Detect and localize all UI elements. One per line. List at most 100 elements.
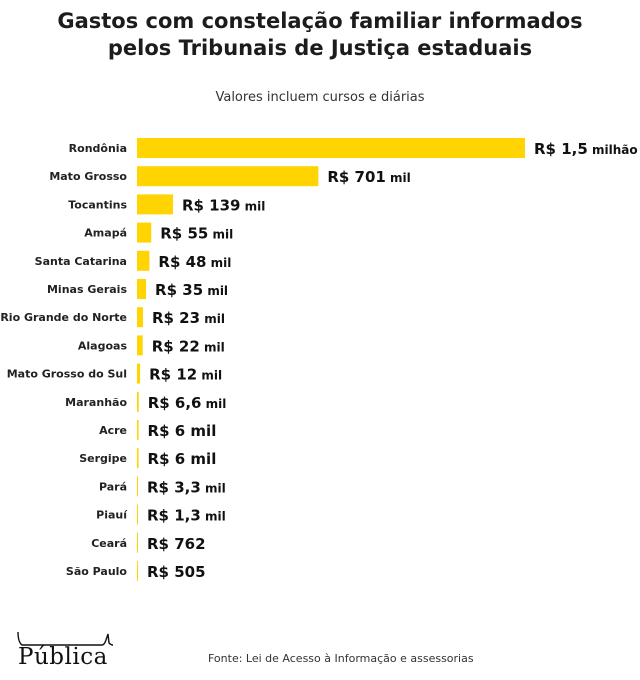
- category-label: Piauí: [96, 509, 128, 522]
- bar: [137, 138, 525, 158]
- value-label: R$ 55 mil: [160, 225, 233, 243]
- value-label-prefix: R$: [147, 478, 174, 496]
- value-label-number: 23: [179, 309, 200, 327]
- value-label-suffix: mil: [202, 397, 227, 411]
- value-label-suffix: mil: [207, 256, 232, 270]
- bar: [137, 307, 143, 328]
- bar: [137, 532, 138, 553]
- value-label-prefix: R$: [534, 140, 561, 158]
- category-label: Tocantins: [68, 198, 127, 211]
- category-label: Alagoas: [78, 339, 128, 352]
- value-label-prefix: R$: [152, 309, 179, 327]
- value-label: R$ 505: [147, 563, 206, 581]
- value-label-prefix: R$: [155, 281, 182, 299]
- value-label-number: 701: [355, 168, 386, 186]
- value-label-number: 12: [176, 366, 197, 384]
- value-label-suffix: mil: [197, 369, 222, 383]
- value-label-number: 22: [179, 337, 200, 355]
- value-label-number: 3,3: [174, 478, 201, 496]
- bar: [137, 250, 150, 271]
- category-label: Ceará: [91, 537, 127, 550]
- value-label-suffix: milhão: [588, 143, 638, 157]
- bar: [137, 279, 147, 299]
- value-label: R$ 22 mil: [152, 337, 225, 355]
- value-label-number: 6,6: [175, 394, 202, 412]
- chart-title-line-1: Gastos com constelação familiar informad…: [57, 9, 583, 33]
- bar: [137, 448, 139, 469]
- value-label-prefix: R$: [147, 507, 174, 525]
- logo-text: Pública: [18, 644, 108, 670]
- bar: [137, 363, 141, 384]
- value-label: R$ 6 mil: [148, 450, 217, 468]
- value-label-prefix: R$: [149, 366, 176, 384]
- value-label-suffix: mil: [386, 171, 411, 185]
- value-label: R$ 762: [147, 535, 206, 553]
- value-label: R$ 1,5 milhão: [534, 140, 638, 158]
- category-label: Minas Gerais: [47, 283, 127, 296]
- value-label-prefix: R$: [148, 422, 175, 440]
- chart-subtitle: Valores incluem cursos e diárias: [215, 90, 425, 105]
- source-note: Fonte: Lei de Acesso à Informação e asse…: [208, 652, 474, 665]
- category-label: Santa Catarina: [35, 255, 127, 268]
- chart-title-line-2: pelos Tribunais de Justiça estaduais: [107, 36, 533, 60]
- value-label-number: 6 mil: [175, 450, 217, 468]
- value-label: R$ 6,6 mil: [148, 394, 227, 412]
- bar-chart: Rondônia R$ 1,5 milhão Mato Grosso R$ 701 m…: [0, 138, 638, 581]
- value-label: R$ 12 mil: [149, 366, 222, 384]
- value-label-prefix: R$: [147, 535, 174, 553]
- value-label: R$ 139 mil: [182, 196, 265, 214]
- publica-logo: Pública: [16, 630, 116, 674]
- value-label-suffix: mil: [203, 284, 228, 298]
- category-label: São Paulo: [66, 565, 128, 578]
- logo-speech-bubble-icon: [17, 631, 114, 646]
- value-label-prefix: R$: [152, 337, 179, 355]
- category-label: Mato Grosso do Sul: [7, 368, 127, 381]
- value-label-number: 1,5: [561, 140, 588, 158]
- bar: [137, 335, 143, 356]
- bar: [137, 391, 139, 412]
- value-label-number: 139: [209, 196, 240, 214]
- value-label-number: 1,3: [174, 507, 201, 525]
- category-label: Maranhão: [65, 396, 127, 409]
- value-label: R$ 23 mil: [152, 309, 225, 327]
- chart-title: Gastos com constelação familiar informad…: [0, 8, 640, 62]
- value-label-number: 6 mil: [175, 422, 217, 440]
- category-label: Rondônia: [69, 142, 127, 155]
- value-label: R$ 701 mil: [327, 168, 410, 186]
- category-label: Acre: [99, 424, 127, 437]
- value-label-prefix: R$: [327, 168, 354, 186]
- value-label-suffix: mil: [200, 312, 225, 326]
- bar: [137, 222, 152, 243]
- value-label-suffix: mil: [240, 199, 265, 213]
- value-label-number: 55: [187, 225, 208, 243]
- category-label: Pará: [99, 480, 127, 493]
- category-label: Amapá: [84, 227, 127, 240]
- value-label-suffix: mil: [201, 510, 226, 524]
- value-label-prefix: R$: [148, 450, 175, 468]
- value-label-suffix: mil: [201, 481, 226, 495]
- value-label-prefix: R$: [182, 196, 209, 214]
- category-label: Rio Grande do Norte: [0, 311, 127, 324]
- value-label-prefix: R$: [160, 225, 187, 243]
- category-label: Mato Grosso: [49, 170, 127, 183]
- bar: [137, 561, 138, 581]
- value-label-suffix: mil: [208, 228, 233, 242]
- value-label-suffix: mil: [200, 340, 225, 354]
- bar: [137, 420, 139, 440]
- bar: [137, 166, 319, 187]
- value-label: R$ 35 mil: [155, 281, 228, 299]
- value-label-number: 505: [174, 563, 205, 581]
- value-label-prefix: R$: [148, 394, 175, 412]
- category-label: Sergipe: [79, 452, 127, 465]
- bar: [137, 504, 138, 525]
- value-label: R$ 48 mil: [158, 253, 231, 271]
- value-label: R$ 6 mil: [148, 422, 217, 440]
- value-label: R$ 3,3 mil: [147, 478, 226, 496]
- bar: [137, 476, 138, 497]
- value-label: R$ 1,3 mil: [147, 507, 226, 525]
- value-label-number: 762: [174, 535, 205, 553]
- value-label-prefix: R$: [158, 253, 185, 271]
- value-label-number: 35: [182, 281, 203, 299]
- value-label-number: 48: [186, 253, 207, 271]
- bar: [137, 194, 173, 215]
